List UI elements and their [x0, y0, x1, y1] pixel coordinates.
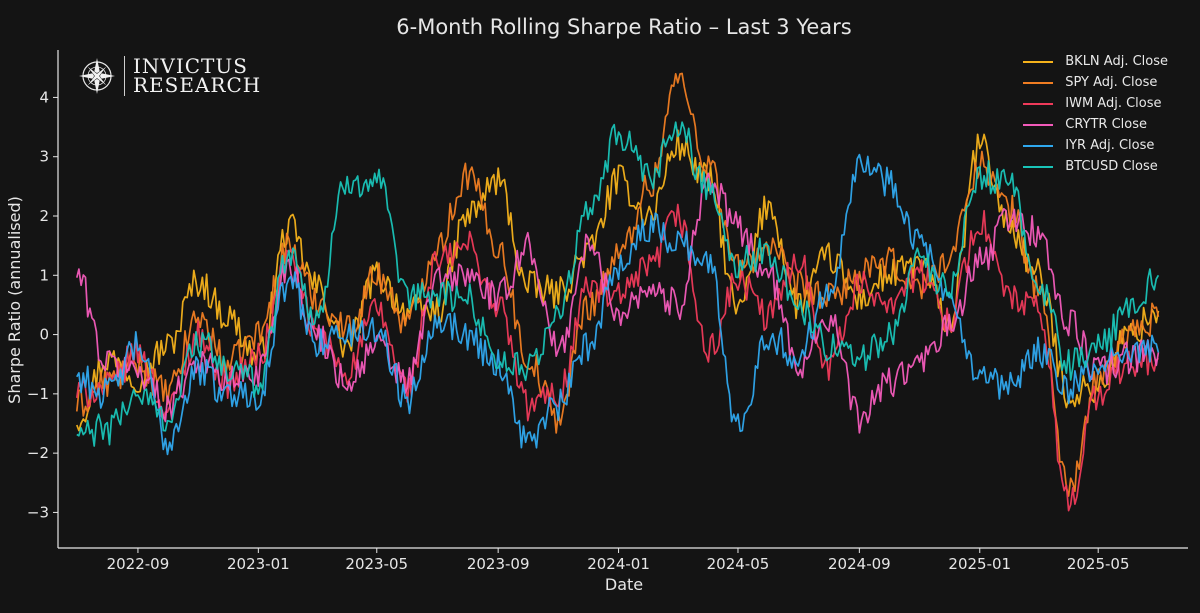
legend-item: IWM Adj. Close — [1023, 93, 1168, 114]
chart-legend: BKLN Adj. Close SPY Adj. Close IWM Adj. Cl… — [1023, 51, 1168, 177]
y-tick-label: 2 — [39, 207, 49, 225]
x-tick-label: 2024-09 — [828, 555, 891, 573]
series-lines — [75, 72, 1160, 512]
x-tick-label: 2024-01 — [587, 555, 650, 573]
series-line-5 — [76, 121, 1160, 447]
y-tick-label: 4 — [39, 88, 49, 106]
legend-swatch — [1023, 60, 1054, 63]
y-tick-label: −2 — [27, 444, 49, 462]
legend-item: SPY Adj. Close — [1023, 72, 1168, 93]
y-ticks: −3 −2 −1 0 1 2 3 4 — [27, 88, 58, 521]
legend-swatch — [1023, 102, 1054, 105]
legend-item: BTCUSD Close — [1023, 156, 1168, 177]
logo-line-2: RESEARCH — [133, 73, 262, 97]
x-tick-label: 2025-05 — [1067, 555, 1130, 573]
x-tick-label: 2025-01 — [948, 555, 1011, 573]
legend-swatch — [1023, 144, 1054, 147]
x-tick-label: 2024-05 — [707, 555, 770, 573]
series-line-4 — [76, 153, 1160, 456]
compass-rose-icon — [79, 58, 115, 94]
legend-label: IYR Adj. Close — [1065, 138, 1155, 153]
legend-label: CRYTR Close — [1065, 117, 1147, 132]
legend-swatch — [1023, 81, 1054, 84]
x-tick-label: 2023-01 — [227, 555, 290, 573]
legend-swatch — [1023, 165, 1054, 168]
x-tick-label: 2023-05 — [345, 555, 408, 573]
y-tick-label: −1 — [27, 385, 49, 403]
y-axis-label: Sharpe Ratio (annualised) — [5, 196, 24, 404]
legend-item: BKLN Adj. Close — [1023, 51, 1168, 72]
chart-title: 6-Month Rolling Sharpe Ratio – Last 3 Ye… — [396, 15, 851, 39]
x-tick-label: 2022-09 — [107, 555, 170, 573]
logo-line-1: INVICTUS — [133, 54, 248, 78]
y-tick-label: 0 — [39, 326, 49, 344]
y-tick-label: 1 — [39, 266, 49, 284]
series-line-3 — [75, 172, 1160, 434]
x-axis-label: Date — [605, 575, 643, 594]
legend-label: BTCUSD Close — [1065, 159, 1158, 174]
legend-item: CRYTR Close — [1023, 114, 1168, 135]
invictus-logo: INVICTUS RESEARCH — [78, 56, 261, 96]
legend-label: IWM Adj. Close — [1065, 96, 1162, 111]
legend-label: SPY Adj. Close — [1065, 75, 1158, 90]
legend-swatch — [1023, 123, 1054, 126]
logo-divider — [124, 56, 125, 96]
series-line-2 — [75, 203, 1159, 512]
legend-item: IYR Adj. Close — [1023, 135, 1168, 156]
x-ticks: 2022-09 2023-01 2023-05 2023-09 2024-01 2024-… — [107, 548, 1130, 573]
y-tick-label: −3 — [27, 503, 49, 521]
y-tick-label: 3 — [39, 148, 49, 166]
legend-label: BKLN Adj. Close — [1065, 54, 1168, 69]
x-tick-label: 2023-09 — [467, 555, 530, 573]
